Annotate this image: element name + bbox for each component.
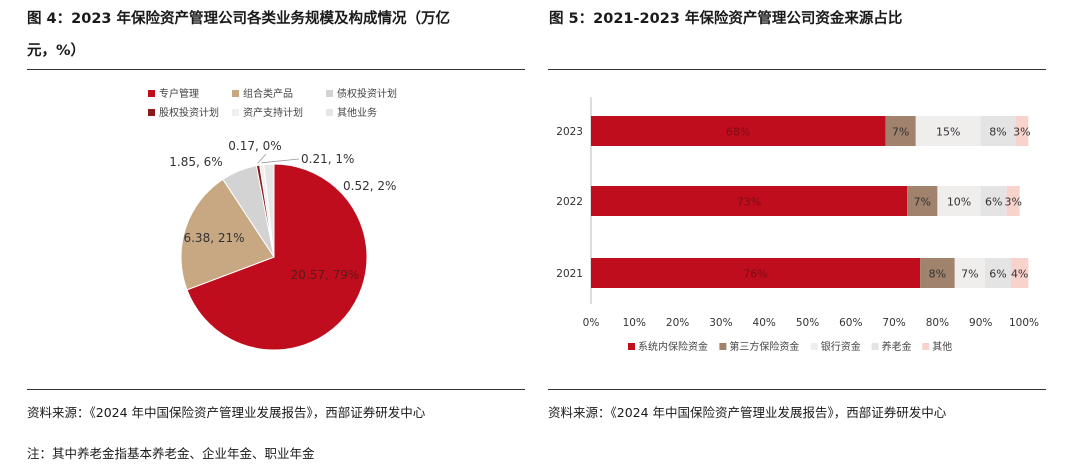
bar-legend-swatch [871,343,879,350]
bar-data-label: 8% [989,126,1006,139]
bar-data-label: 6% [985,196,1002,209]
stacked-bar-chart: 0% 10% 20% 30% 40% 50% 60% 70% 80% 90% 100% 2023 202… [556,97,1039,353]
bar-segment [591,258,921,288]
right-source: 资料来源：《2024 年中国保险资产管理业发展报告》，西部证券研发中心 [548,405,947,420]
bar-legend-label: 其他 [932,340,952,353]
bar-legend: 系统内保险资金 第三方保险资金 银行资金 养老金 其他 [628,340,952,353]
pie-legend-label: 组合类产品 [243,87,293,100]
pie-legend-swatch [232,109,239,116]
bar-legend-swatch [810,343,818,350]
left-title-line1: 图 4：2023 年保险资产管理公司各类业务规模及构成情况（万亿 [27,11,451,27]
bar-segment [915,116,981,146]
bar-legend-swatch [628,343,635,350]
bar-category-label: 2021 [556,268,583,280]
bar-segment [980,186,1007,216]
bar-data-label: 10% [947,196,971,209]
pie-legend-label: 专户管理 [159,87,199,100]
pie-legend-label: 其他业务 [337,106,377,119]
left-source: 资料来源：《2024 年中国保险资产管理业发展报告》，西部证券研发中心 [27,405,426,420]
pie-legend-label: 资产支持计划 [243,106,303,119]
bar-legend-swatch [719,343,727,350]
pie-data-label: 1.85, 6% [169,155,222,169]
pie-legend-swatch [148,109,155,116]
pie-legend-swatch [232,90,239,97]
bar-data-label: 7% [961,268,978,281]
bar-segment [885,116,916,146]
bar-segment [980,116,1016,146]
right-bottom-rule [548,389,1046,390]
left-title-rule [27,69,525,70]
bar-x-tick: 100% [1009,317,1039,329]
pie-data-label: 0.17, 0% [228,139,281,153]
pie-data-label: 20.57, 79% [291,268,360,282]
bar-segment [907,186,938,216]
pie-leader-line [261,158,300,164]
bar-data-label: 3% [1004,196,1021,209]
pie-legend-swatch [148,90,155,97]
bar-data-label: 8% [929,268,946,281]
pie-labels: 20.57, 79% 6.38, 21% 1.85, 6% 0.17, 0% 0.21,… [169,139,396,282]
pie-leader-line [257,153,267,164]
bar-segment [920,258,955,288]
bar-data-label: 73% [737,196,761,209]
bar-legend-label: 银行资金 [821,340,861,353]
bar-segment [985,258,1012,288]
bar-data-label: 3% [1013,126,1030,139]
bar-segment [937,186,981,216]
bar-segment [591,186,908,216]
bar-x-tick: 50% [796,317,819,329]
bar-data-label: 15% [936,126,960,139]
left-title-line2: 元，%） [27,43,86,59]
bar-x-tick: 80% [926,317,949,329]
bar-legend-label: 第三方保险资金 [729,340,799,353]
pie-slice [263,163,275,258]
pie-legend-label: 股权投资计划 [159,106,219,119]
pie-slice [180,178,275,291]
bar-category-label: 2022 [556,196,583,208]
bar-data-label: 7% [914,196,931,209]
left-bottom-rule [27,389,525,390]
bar-segment [1015,116,1029,146]
pie-slice [186,163,368,351]
bar-segment [1011,258,1029,288]
bar-x-tick: 60% [839,317,862,329]
bar-data-label: 6% [989,268,1006,281]
bar-x-tick: 90% [969,317,992,329]
right-title-rule [548,69,1046,70]
bar-data-label: 7% [892,126,909,139]
bar-rects [591,116,1029,288]
right-title: 图 5：2021-2023 年保险资产管理公司资金来源占比 [549,11,903,27]
bar-x-tick: 30% [709,317,732,329]
left-note: 注：其中养老金指基本养老金、企业年金、职业年金 [27,446,315,461]
bar-labels: 68% 7% 15% 8% 3%73% 7% 10% 6% 3%76% 8% 7% 6% 4% [726,126,1031,281]
bar-data-label: 68% [726,126,750,139]
pie-legend-label: 债权投资计划 [337,87,397,100]
pie-legend-swatch [326,90,333,97]
pie-data-label: 0.21, 1% [301,152,354,166]
bar-x-tick: 40% [753,317,776,329]
bar-x-tick: 70% [882,317,905,329]
bar-segment [954,258,986,288]
bar-data-label: 4% [1011,268,1028,281]
bar-legend-swatch [922,343,930,350]
bar-category-label: 2023 [556,126,583,138]
bar-legend-label: 养老金 [882,340,912,353]
pie-data-label: 6.38, 21% [183,231,244,245]
bar-data-label: 76% [743,268,767,281]
pie-data-label: 0.52, 2% [343,179,396,193]
pie-legend-swatch [326,109,333,116]
bar-segment [591,116,886,146]
bar-x-tick: 0% [583,317,600,329]
bar-segment [1006,186,1020,216]
bar-x-tick: 20% [666,317,689,329]
bar-x-tick: 10% [623,317,646,329]
bar-legend-label: 系统内保险资金 [638,340,708,353]
pie-slices [180,163,368,351]
